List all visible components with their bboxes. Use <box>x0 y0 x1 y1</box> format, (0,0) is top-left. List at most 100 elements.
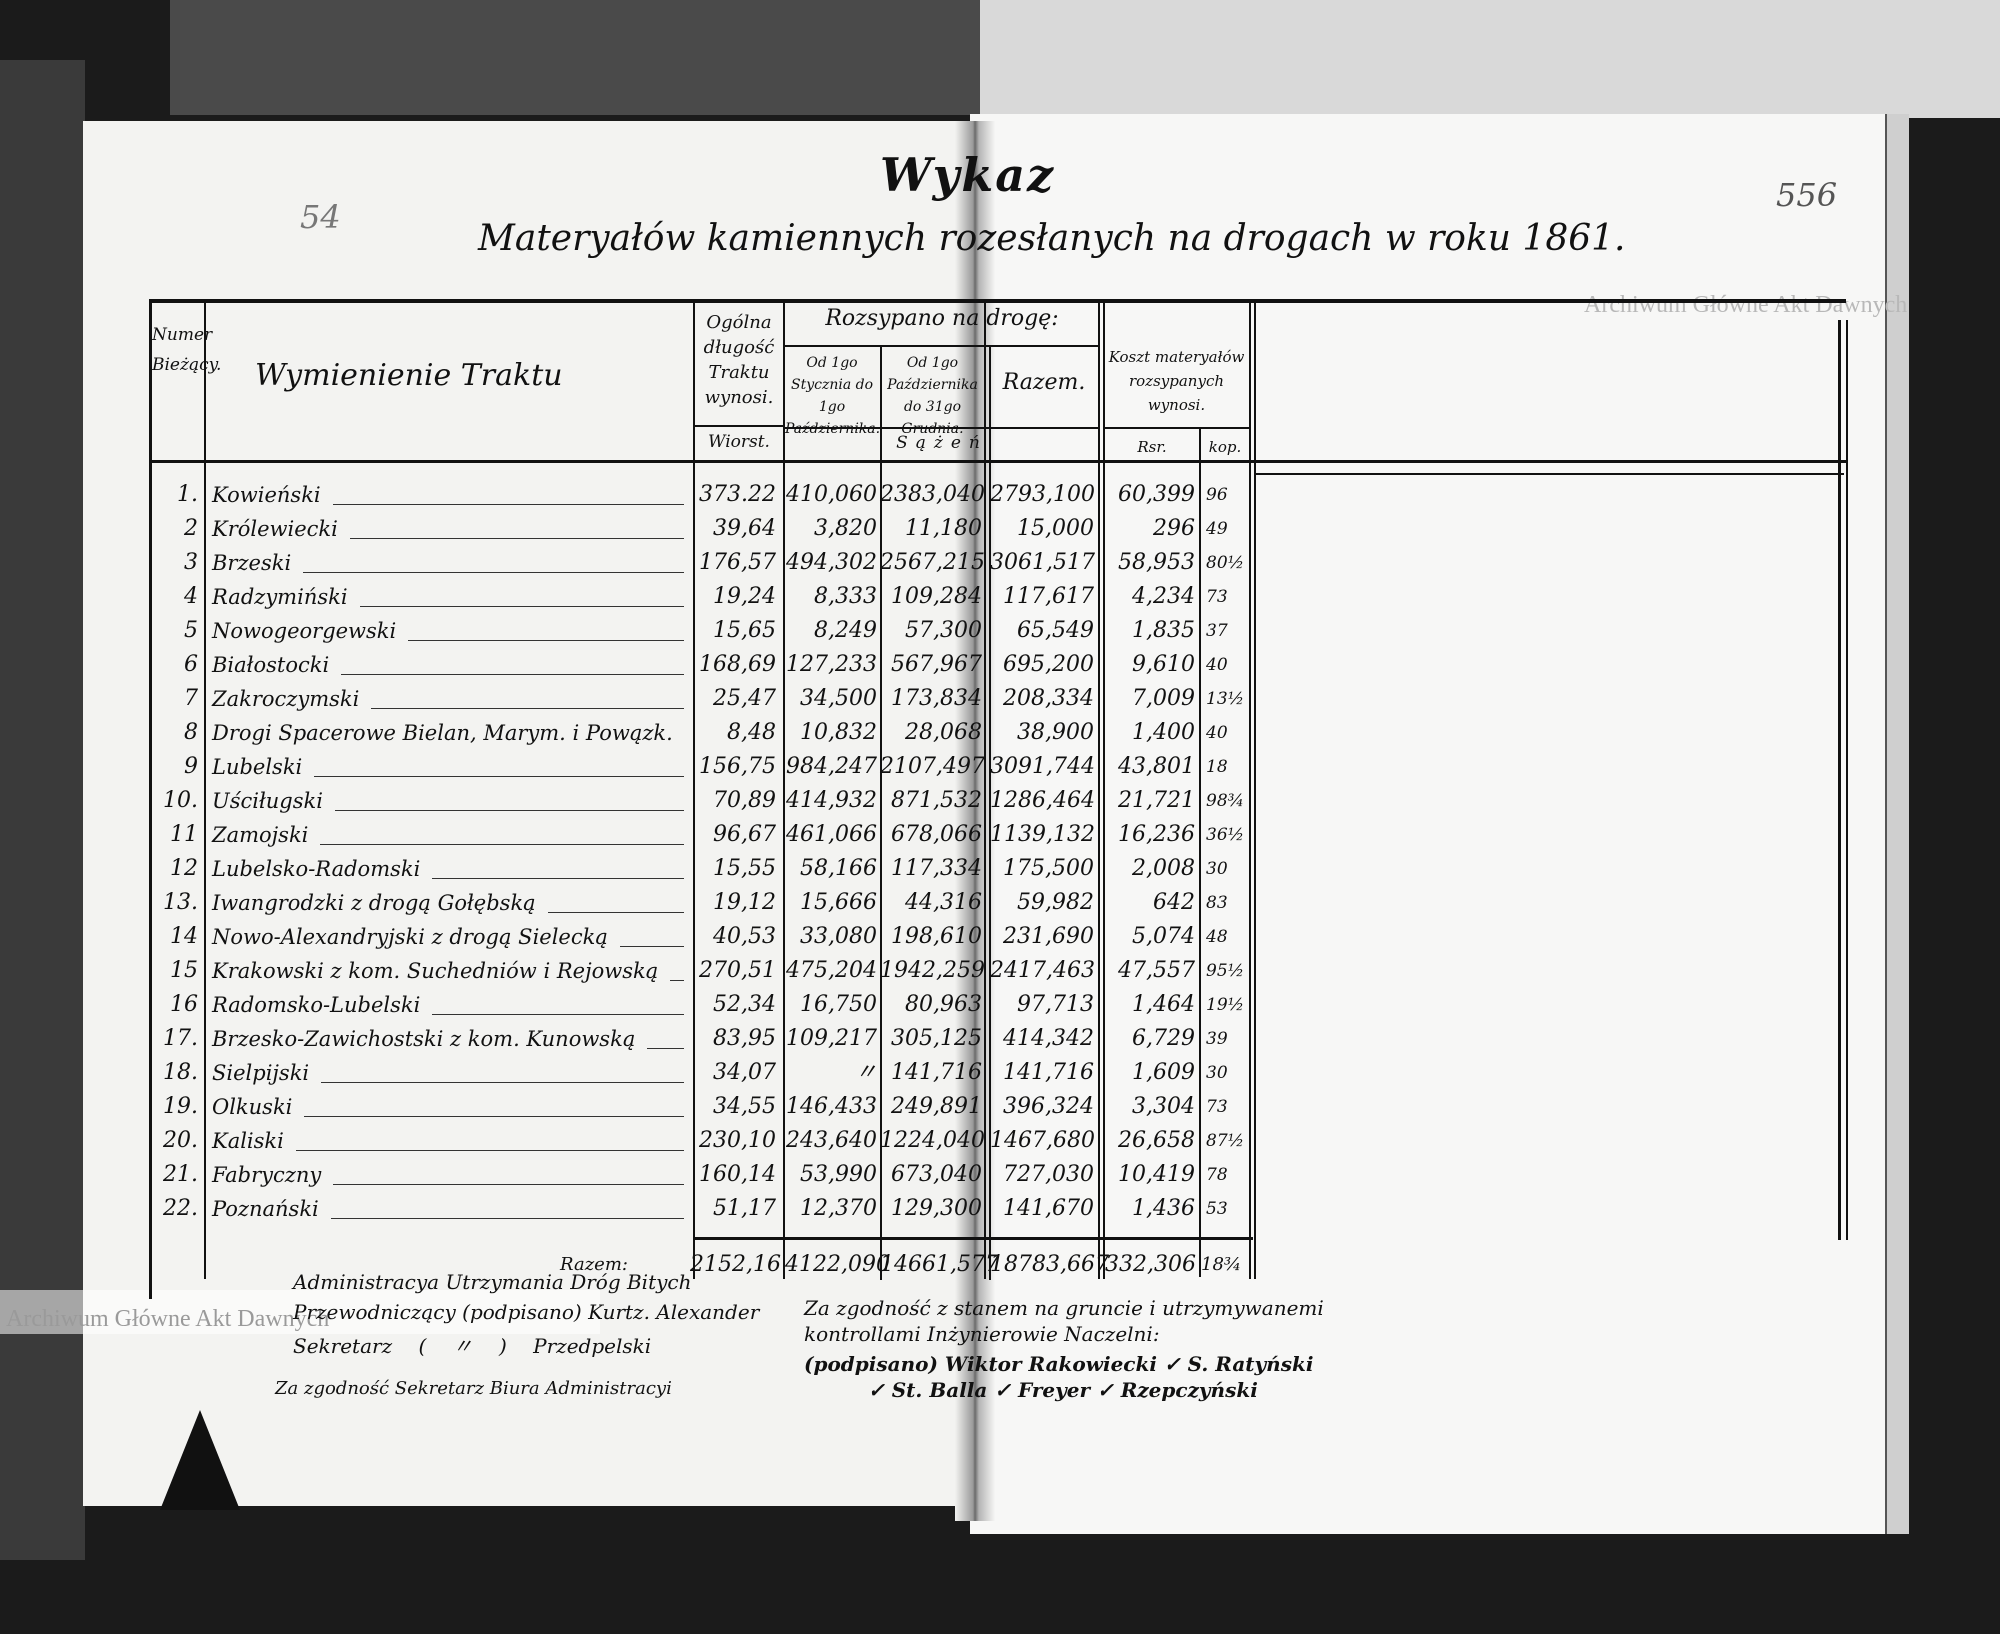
cell-od2: 567,967 <box>891 652 982 677</box>
cell-od2: 1942,259 <box>880 958 985 983</box>
cell-rsr: 47,557 <box>1118 958 1195 983</box>
cell-wiorst: 270,51 <box>699 958 776 983</box>
row-number: 15 <box>170 958 198 983</box>
header-cost-kopecks: kop. <box>1208 438 1242 456</box>
archive-watermark-left: Archiwum Główne Akt Dawnych <box>6 1306 330 1332</box>
row-number: 7 <box>184 686 198 711</box>
cell-od2: 44,316 <box>905 890 982 915</box>
route-name: Zamojski <box>212 823 309 847</box>
route-name: Królewiecki <box>212 517 338 541</box>
cell-wiorst: 176,57 <box>699 550 776 575</box>
cell-razem: 396,324 <box>1003 1094 1094 1119</box>
route-name: Olkuski <box>212 1095 293 1119</box>
row-number: 22. <box>163 1196 198 1221</box>
name-underline <box>320 844 684 845</box>
route-name: Białostocki <box>212 653 330 677</box>
cell-rsr: 1,609 <box>1132 1060 1195 1085</box>
name-underline <box>432 878 684 879</box>
route-name: Brzeski <box>212 551 292 575</box>
cell-od2: 141,716 <box>891 1060 982 1085</box>
cell-rsr: 58,953 <box>1118 550 1195 575</box>
row-number: 16 <box>170 992 198 1017</box>
footer-left-line-3: Sekretarz ( 〃 ) Przedpelski <box>293 1334 652 1358</box>
cell-rsr: 60,399 <box>1118 482 1195 507</box>
name-underline <box>321 1082 684 1083</box>
cell-razem: 38,900 <box>1017 720 1094 745</box>
scan-background-left <box>0 60 85 1560</box>
cell-wiorst: 39,64 <box>713 516 776 541</box>
header-cost-rubles: Rsr. <box>1137 438 1167 456</box>
row-number: 14 <box>170 924 198 949</box>
cell-kop: 78 <box>1206 1165 1228 1185</box>
cell-od1: 461,066 <box>786 822 877 847</box>
cell-od2: 28,068 <box>905 720 982 745</box>
route-name: Lubelski <box>212 755 303 779</box>
page-number-left: 54 <box>300 198 341 236</box>
cell-rsr: 1,436 <box>1132 1196 1195 1221</box>
footer-right-line-1: Za zgodność z stanem na gruncie i utrzym… <box>804 1296 1324 1320</box>
cell-kop: 87½ <box>1206 1131 1245 1151</box>
cell-kop: 73 <box>1206 1097 1228 1117</box>
cell-od2: 305,125 <box>891 1026 982 1051</box>
name-underline <box>371 708 684 709</box>
cell-od2: 1224,040 <box>880 1128 985 1153</box>
row-number: 21. <box>163 1162 198 1187</box>
cell-kop: 48 <box>1206 927 1228 947</box>
cell-razem: 3061,517 <box>990 550 1095 575</box>
cell-od2: 871,532 <box>891 788 982 813</box>
route-name: Kaliski <box>212 1129 284 1153</box>
cell-rsr: 296 <box>1153 516 1195 541</box>
cell-od1: 410,060 <box>786 482 877 507</box>
footer-left-line-2: Przewodniczący (podpisano) Kurtz. Alexan… <box>293 1300 760 1324</box>
route-name: Krakowski z kom. Suchedniów i Rejowską <box>212 959 659 983</box>
name-underline <box>647 1048 684 1049</box>
cell-wiorst: 15,55 <box>713 856 776 881</box>
cell-od1: 243,640 <box>786 1128 877 1153</box>
header-number: Numer Bieżący. <box>152 325 222 375</box>
cell-od1: 127,233 <box>786 652 877 677</box>
cell-wiorst: 83,95 <box>713 1026 776 1051</box>
cell-od2: 109,284 <box>891 584 982 609</box>
cell-wiorst: 230,10 <box>699 1128 776 1153</box>
cell-rsr: 16,236 <box>1118 822 1195 847</box>
cell-razem: 1467,680 <box>990 1128 1095 1153</box>
row-number: 12 <box>170 856 198 881</box>
footer-left-line-4: Za zgodność Sekretarz Biura Administracy… <box>275 1378 672 1399</box>
row-number: 3 <box>184 550 198 575</box>
name-underline <box>360 606 684 607</box>
cell-kop: 98¾ <box>1206 791 1245 811</box>
cell-kop: 96 <box>1206 485 1228 505</box>
cell-wiorst: 156,75 <box>699 754 776 779</box>
cell-rsr: 7,009 <box>1132 686 1195 711</box>
cell-od2: 678,066 <box>891 822 982 847</box>
cell-od2: 2107,497 <box>880 754 985 779</box>
name-underline <box>333 1184 684 1185</box>
name-underline <box>304 1116 684 1117</box>
cell-od1: 〃 <box>854 1060 877 1085</box>
footer-right-line-2: kontrollami Inżynierowie Naczelni: <box>804 1322 1160 1346</box>
footer-right-line-3: (podpisano) Wiktor Rakowiecki ✓ S. Ratyń… <box>804 1352 1314 1376</box>
name-underline <box>548 912 684 913</box>
cell-kop: 18 <box>1206 757 1228 777</box>
name-underline <box>314 776 684 777</box>
row-number: 8 <box>184 720 198 745</box>
route-name: Nowogeorgewski <box>212 619 397 643</box>
cell-razem: 59,982 <box>1017 890 1094 915</box>
cell-razem: 231,690 <box>1003 924 1094 949</box>
cell-kop: 53 <box>1206 1199 1228 1219</box>
cell-od1: 12,370 <box>800 1196 877 1221</box>
cell-od2: 117,334 <box>891 856 982 881</box>
footer-right-line-4: ✓ St. Balla ✓ Freyer ✓ Rzepczyński <box>868 1378 1258 1402</box>
cell-razem: 97,713 <box>1017 992 1094 1017</box>
name-underline <box>303 572 684 573</box>
cell-kop: 13½ <box>1206 689 1245 709</box>
cell-od2: 673,040 <box>891 1162 982 1187</box>
scan-background-top <box>170 0 980 115</box>
row-number: 4 <box>184 584 198 609</box>
name-underline <box>331 1218 684 1219</box>
cell-rsr: 2,008 <box>1132 856 1195 881</box>
totals-label: Razem: <box>560 1254 628 1275</box>
cell-od1: 34,500 <box>800 686 877 711</box>
cell-od1: 53,990 <box>800 1162 877 1187</box>
name-underline <box>296 1150 684 1151</box>
